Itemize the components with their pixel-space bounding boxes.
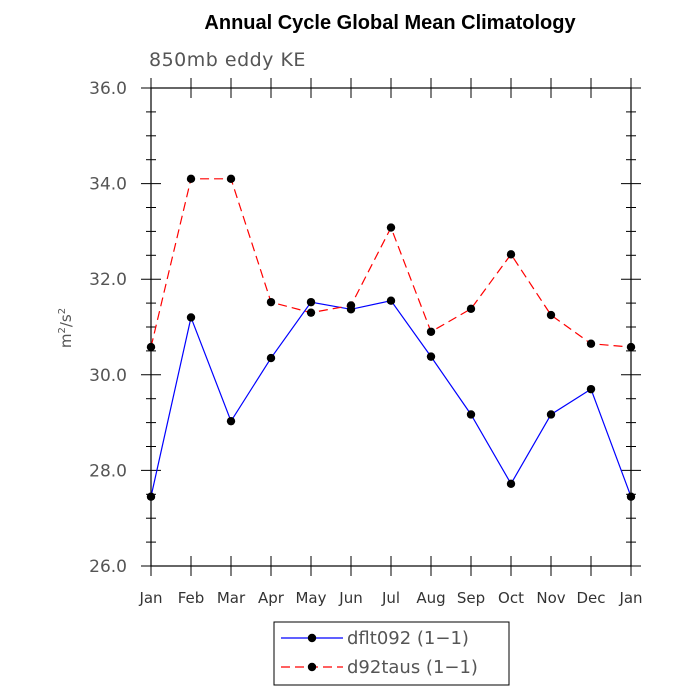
y-axis-label: m2/s2 xyxy=(57,308,75,348)
data-point xyxy=(146,492,156,501)
x-tick-label: Nov xyxy=(536,589,565,607)
data-point xyxy=(266,353,276,363)
y-tick-label: 28.0 xyxy=(89,461,127,481)
x-tick-label: Jun xyxy=(338,589,362,607)
plot-frame xyxy=(150,87,632,567)
x-tick-label: Mar xyxy=(217,589,246,607)
legend-label: dflt092 (1−1) xyxy=(347,628,469,649)
y-axis-label-sup2: 2 xyxy=(57,308,68,314)
data-point xyxy=(506,250,516,259)
data-point xyxy=(186,313,196,322)
x-tick-label: Jul xyxy=(381,589,400,607)
series-line xyxy=(150,178,632,348)
series-layer xyxy=(146,174,636,501)
data-point xyxy=(266,297,276,307)
data-point xyxy=(426,327,436,336)
x-tick-label: Feb xyxy=(178,589,205,607)
data-point xyxy=(466,304,476,314)
x-tick-label: Oct xyxy=(498,589,524,607)
legend-marker xyxy=(307,633,317,643)
data-point xyxy=(346,301,356,310)
x-tick-labels: Jan Feb Mar Apr May Jun Jul Aug Sep Oct Nov Dec Jan xyxy=(138,589,642,607)
data-point xyxy=(506,479,516,488)
legend-label: d92taus (1−1) xyxy=(347,657,478,678)
x-tick-label: Aug xyxy=(416,589,445,607)
data-point xyxy=(586,339,596,348)
data-point xyxy=(386,296,396,305)
data-point xyxy=(226,416,236,426)
data-point xyxy=(306,308,316,317)
series-line xyxy=(150,300,632,497)
y-tick-label: 34.0 xyxy=(89,175,127,195)
y-tick-label: 36.0 xyxy=(89,79,127,99)
data-point xyxy=(626,342,636,352)
legend-box xyxy=(273,621,510,686)
data-point xyxy=(586,384,596,394)
data-point xyxy=(466,410,476,419)
data-point xyxy=(426,352,436,361)
y-tick-labels: 26.0 28.0 30.0 32.0 34.0 36.0 xyxy=(89,79,127,577)
data-point xyxy=(386,223,396,232)
data-point xyxy=(226,174,236,184)
legend-items: dflt092 (1−1) d92taus (1−1) xyxy=(281,628,478,678)
y-tick-label: 26.0 xyxy=(89,557,127,577)
x-tick-label: Dec xyxy=(576,589,605,607)
x-tick-label: Jan xyxy=(138,589,162,607)
chart-title: Annual Cycle Global Mean Climatology xyxy=(204,12,576,34)
data-point xyxy=(186,174,196,184)
y-axis-label-sup1: 2 xyxy=(57,327,68,333)
data-point xyxy=(146,342,156,352)
x-tick-label: Jan xyxy=(618,589,642,607)
chart-subtitle: 850mb eddy KE xyxy=(149,49,306,71)
x-tick-label: Sep xyxy=(457,589,485,607)
x-tick-label: May xyxy=(295,589,326,607)
y-axis-label-base: m xyxy=(57,334,75,349)
y-tick-label: 32.0 xyxy=(89,270,127,290)
y-axis-label-mid: /s xyxy=(57,314,75,327)
x-tick-label: Apr xyxy=(258,589,285,607)
legend: dflt092 (1−1) d92taus (1−1) xyxy=(273,621,510,686)
axis-ticks xyxy=(141,78,641,576)
y-tick-label: 30.0 xyxy=(89,366,127,386)
data-point xyxy=(546,410,556,419)
data-point xyxy=(546,310,556,320)
data-point xyxy=(306,297,316,307)
legend-marker xyxy=(307,662,317,672)
data-point xyxy=(626,492,636,501)
